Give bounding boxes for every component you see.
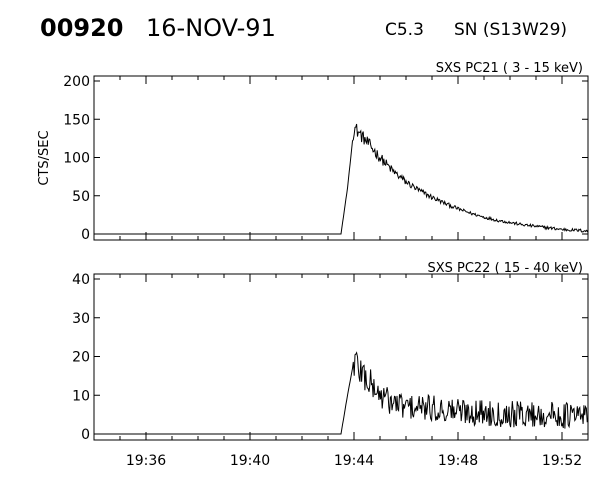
x-tick-label: 19:36 (126, 453, 166, 469)
plot-frame (93, 75, 589, 241)
panel-title-bottom: SXS PC22 ( 15 - 40 keV) (427, 261, 583, 276)
y-tick-label: 200 (63, 74, 90, 90)
y-tick-label: 50 (72, 189, 90, 205)
x-tick-label: 19:52 (542, 453, 582, 469)
series-line (94, 123, 589, 235)
flare-location: SN (S13W29) (454, 20, 568, 40)
y-tick-label: 0 (81, 427, 90, 443)
y-tick-label: 0 (81, 227, 90, 243)
y-axis-label: CTS/SEC (37, 130, 52, 185)
event-id: 00920 (40, 14, 124, 42)
y-tick-label: 10 (72, 388, 90, 404)
x-tick-label: 19:40 (230, 453, 270, 469)
y-tick-label: 20 (72, 350, 90, 366)
x-tick-label: 19:44 (334, 453, 374, 469)
y-tick-label: 150 (63, 112, 90, 128)
event-date: 16-NOV-91 (146, 14, 276, 42)
plot-frame (93, 273, 589, 441)
y-tick-label: 30 (72, 311, 90, 327)
y-tick-label: 100 (63, 151, 90, 167)
x-tick-label: 19:48 (438, 453, 478, 469)
series-line (94, 351, 589, 435)
flare-class: C5.3 (385, 20, 424, 40)
y-tick-label: 40 (72, 272, 90, 288)
panel-title-top: SXS PC21 ( 3 - 15 keV) (436, 61, 583, 76)
